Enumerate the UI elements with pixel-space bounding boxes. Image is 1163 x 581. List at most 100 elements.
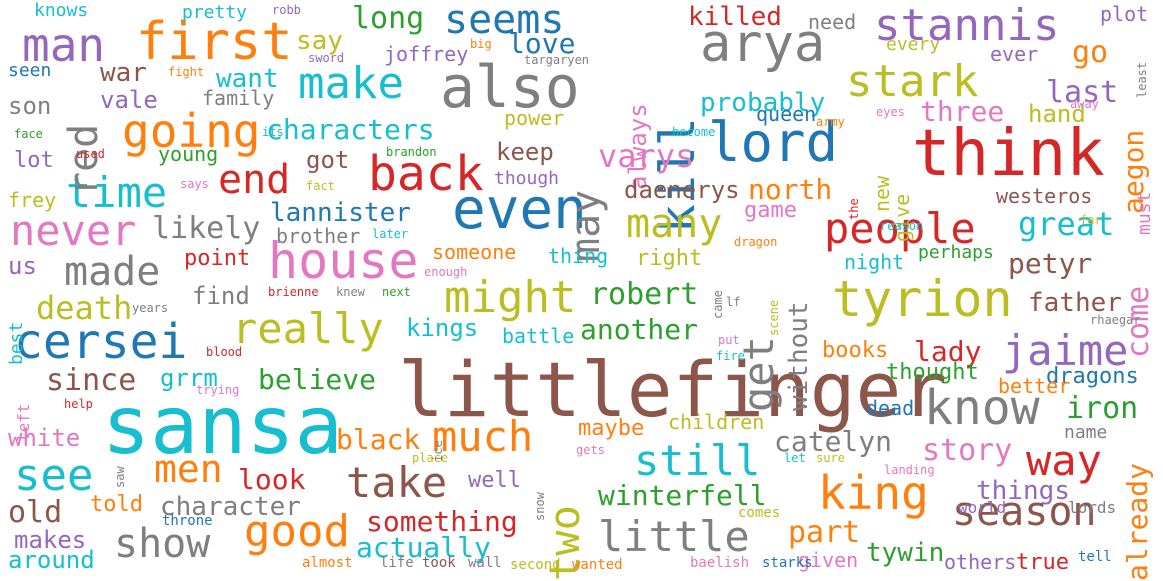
word-last: last [1046, 75, 1119, 110]
word-seems: seems [444, 0, 565, 43]
word-three: three [920, 95, 1005, 128]
word-westeros: westeros [996, 184, 1093, 208]
word-almost: almost [302, 555, 353, 571]
word-lady: lady [914, 335, 982, 368]
word-black: black [336, 423, 421, 456]
word-people: people [824, 204, 976, 253]
word-dragons: dragons [1046, 364, 1139, 389]
word-want: want [216, 64, 279, 94]
word-big: big [470, 37, 492, 51]
word-left: left [14, 403, 33, 443]
word-brother: brother [276, 224, 361, 248]
word-must: must [1134, 191, 1155, 236]
word-another: another [580, 313, 699, 346]
word-lf: lf [726, 295, 741, 309]
word-seen: seen [8, 60, 52, 81]
word-best: best [6, 321, 27, 366]
word-many: many [626, 201, 723, 247]
word-long: long [352, 1, 425, 36]
word-kings: kings [406, 314, 479, 342]
word-perhaps: perhaps [918, 242, 994, 263]
word-man: man [22, 18, 106, 72]
word-show: show [114, 521, 211, 567]
word-make: make [298, 58, 404, 109]
word-starks: starks [762, 555, 813, 571]
word-second: second [510, 557, 561, 573]
word-say: say [296, 26, 343, 56]
word-put: put [718, 333, 740, 347]
word-well: well [468, 468, 521, 493]
word-true: true [1016, 550, 1069, 575]
word-blood: blood [206, 345, 243, 359]
word-point: point [184, 246, 251, 271]
word-iron: iron [1066, 391, 1139, 426]
word-far: far [1080, 213, 1102, 227]
word-queen: queen [756, 102, 817, 126]
word-thing: thing [548, 244, 609, 268]
word-season: season [952, 489, 1097, 535]
word-face: face [14, 127, 43, 141]
word-fire: fire [716, 349, 745, 363]
word-night: night [844, 250, 905, 274]
word-keep: keep [496, 138, 554, 166]
word-later: later [372, 227, 409, 241]
word-king: king [818, 466, 929, 520]
word-family: family [202, 86, 275, 110]
word-plot: plot [1100, 2, 1149, 26]
word-going: going [122, 104, 261, 158]
word-winterfell: winterfell [598, 479, 767, 512]
word-look: look [238, 463, 306, 496]
word-ice: ice [431, 439, 445, 462]
word-reason: reason [880, 219, 924, 233]
word-around: around [8, 546, 95, 574]
word-love: love [508, 27, 576, 60]
word-tell: tell [1078, 549, 1112, 565]
word-targaryen: targaryen [524, 53, 590, 67]
word-enough: enough [424, 265, 468, 279]
word-without: without [784, 301, 814, 412]
word-daenerys: daenerys [624, 176, 740, 204]
word-littlefinger: littlefinger [398, 345, 948, 434]
word-likely: likely [152, 211, 261, 246]
word-army: army [816, 115, 845, 129]
word-things: things [976, 476, 1070, 506]
word-took: took [422, 555, 456, 571]
word-brienne: brienne [268, 285, 319, 299]
word-much: much [432, 412, 534, 461]
word-new: new [870, 175, 894, 212]
word-lord: lord [708, 111, 839, 174]
word-next: next [382, 285, 411, 299]
word-need: need [808, 10, 857, 34]
word-since: since [46, 363, 137, 398]
word-given: given [798, 548, 859, 572]
word-comes: comes [738, 505, 781, 521]
word-maybe: maybe [578, 416, 645, 441]
word-take: take [346, 458, 448, 507]
word-good: good [244, 506, 350, 557]
word-wall: wall [468, 555, 502, 571]
word-children: children [668, 410, 765, 434]
word-men: men [154, 447, 223, 491]
word-cersei: cersei [14, 314, 188, 370]
word-throne: throne [162, 513, 213, 529]
word-fight: fight [168, 65, 205, 79]
word-dragon: dragon [734, 235, 778, 249]
word-let: let [784, 451, 806, 465]
word-eyes: eyes [876, 105, 905, 119]
word-son: son [8, 92, 52, 120]
word-others: others [944, 550, 1017, 574]
word-away: away [1070, 97, 1099, 111]
word-never: never [10, 206, 137, 255]
word-least: least [1135, 61, 1149, 98]
word-right: right [636, 246, 703, 271]
word-used: used [76, 147, 105, 161]
word-little: little [598, 512, 750, 561]
word-robb: robb [272, 3, 301, 17]
word-story: story [922, 433, 1013, 468]
word-great: great [1018, 205, 1115, 243]
word-actually: actually [356, 531, 491, 564]
word-tyrion: tyrion [832, 270, 1013, 328]
word-ever: ever [990, 42, 1039, 66]
word-pretty: pretty [182, 2, 248, 23]
word-time: time [66, 168, 168, 217]
